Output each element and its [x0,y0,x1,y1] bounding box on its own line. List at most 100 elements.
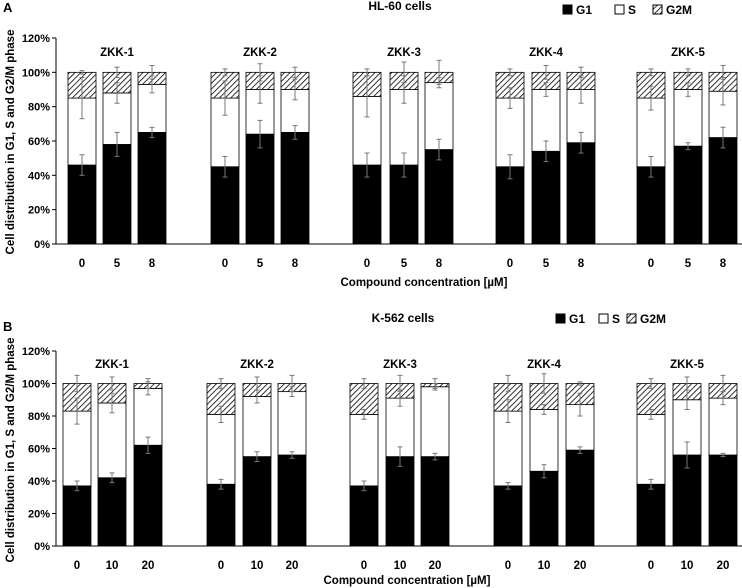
plot-area: 0% 20% 40% 60% 80% 100% 120% ZKK-1 0 10 20 ZKK-2 0 10… [22,346,742,572]
bar-g1 [210,166,240,245]
bar-s [424,82,454,150]
legend-swatch-s [598,313,609,324]
y-tick-label: 60% [28,444,50,456]
plot-area: 0% 20% 40% 60% 80% 100% 120% ZKK-1 0 5 8 ZKK-2 0 5 8 ZK… [22,33,742,270]
bar-g1 [531,150,561,245]
x-tick-label: 20 [574,560,587,572]
bar-g1 [206,483,236,547]
panel-letter: B [3,319,12,334]
bar-g1 [529,470,559,547]
y-tick-label: 40% [28,476,50,488]
x-tick-label: 0 [79,258,85,270]
x-tick-label: 10 [681,560,694,572]
x-tick-label: 8 [578,258,585,270]
bar-g1 [636,483,666,547]
legend-swatch-g2m [626,313,637,324]
legend-label-g2m: G2M [666,3,692,17]
bar-g1 [67,164,97,245]
x-tick-label: 20 [717,560,730,572]
group-label: ZKK-4 [527,359,561,371]
y-tick-label: 80% [28,102,50,114]
y-axis-title: Cell distribution in G1, S and G2/M phas… [5,30,17,255]
bar-g1 [280,132,310,245]
y-tick-label: 120% [22,346,50,358]
chart-title: HL-60 cells [368,0,432,13]
bar-g1 [97,477,127,547]
bar-s [636,413,666,485]
bar-s [349,413,379,487]
panel-letter: A [3,0,13,15]
y-tick-label: 80% [28,411,50,423]
bar-g1 [349,485,379,547]
y-axis-title: Cell distribution in G1, S and G2/M phas… [5,338,17,563]
group-label: ZKK-1 [100,47,134,59]
y-tick-label: 0% [34,239,50,251]
bar-s [206,413,236,485]
bar-g1 [708,454,738,547]
bar-g1 [102,144,132,245]
x-tick-label: 10 [394,560,407,572]
bar-s [420,386,450,458]
legend-label-g1: G1 [569,312,585,326]
x-tick-label: 5 [257,258,264,270]
x-tick-label: 10 [538,560,551,572]
bar-g1 [137,132,167,245]
legend-label-s: S [628,3,636,17]
x-tick-label: 8 [149,258,156,270]
bar-s [493,410,523,487]
x-tick-label: 10 [106,560,119,572]
legend: G1 S G2M [562,3,692,17]
group-label: ZKK-3 [387,47,421,59]
bar-s [708,397,738,456]
group-label: ZKK-4 [529,47,563,59]
x-tick-label: 20 [429,560,442,572]
panel-a: A HL-60 cells G1 S G2M Cell distribution… [3,0,742,289]
x-tick-label: 0 [361,560,367,572]
y-tick-label: 20% [28,205,50,217]
x-tick-label: 5 [543,258,550,270]
legend-label-g1: G1 [576,3,592,17]
bar-s [529,409,559,472]
bar-g1 [424,149,454,245]
x-tick-label: 0 [648,258,654,270]
legend-swatch-g1 [555,313,566,324]
x-tick-label: 8 [720,258,727,270]
bar-g1 [62,485,92,547]
bar-g1 [565,449,595,547]
group-label: ZKK-2 [243,47,277,59]
bar-g1 [133,444,163,547]
group-label: ZKK-5 [671,47,705,59]
legend-label-s: S [612,312,620,326]
x-tick-label: 10 [251,560,264,572]
bar-g1 [389,164,419,245]
group-label: ZKK-1 [95,359,129,371]
x-tick-label: 8 [292,258,299,270]
bar-s [97,402,127,479]
legend: G1 S G2M [555,312,666,326]
bar-s [673,89,703,147]
group-label: ZKK-5 [670,359,704,371]
x-tick-label: 0 [218,560,224,572]
bar-g1 [566,142,596,245]
x-tick-label: 20 [286,560,299,572]
x-tick-label: 5 [114,258,121,270]
x-tick-label: 5 [685,258,692,270]
bar-g1 [493,485,523,547]
x-tick-label: 0 [505,560,511,572]
bar-g1 [245,133,275,245]
group-label: ZKK-2 [240,359,274,371]
x-tick-label: 0 [507,258,513,270]
bar-s [277,391,307,456]
x-tick-label: 8 [436,258,443,270]
y-tick-label: 0% [34,541,50,553]
chart-title: K-562 cells [372,311,435,325]
bar-g1 [495,166,525,245]
y-tick-label: 100% [22,67,50,79]
y-tick-label: 60% [28,136,50,148]
y-tick-label: 100% [22,379,50,391]
bar-g1 [242,456,272,547]
x-tick-label: 0 [364,258,370,270]
x-tick-label: 0 [222,258,228,270]
x-axis-title: Compound concentration [µM] [324,575,491,587]
